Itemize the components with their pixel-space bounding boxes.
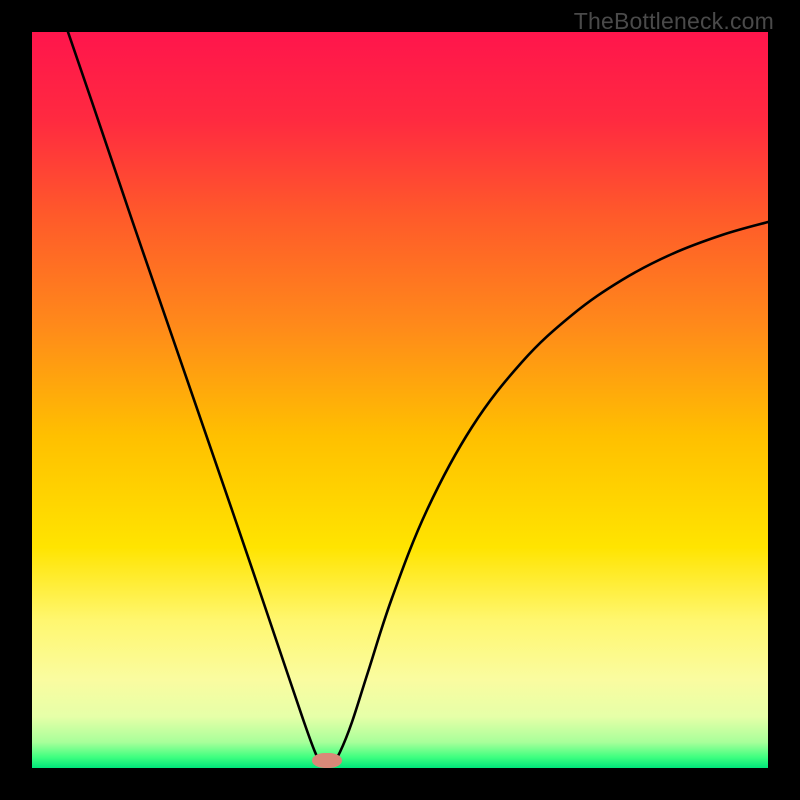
optimal-point-marker: [312, 753, 342, 768]
plot-area: [32, 32, 768, 768]
chart-frame: TheBottleneck.com: [0, 0, 800, 800]
bottleneck-curve: [32, 32, 768, 768]
gradient-background: [32, 32, 768, 768]
watermark-text: TheBottleneck.com: [574, 8, 774, 35]
